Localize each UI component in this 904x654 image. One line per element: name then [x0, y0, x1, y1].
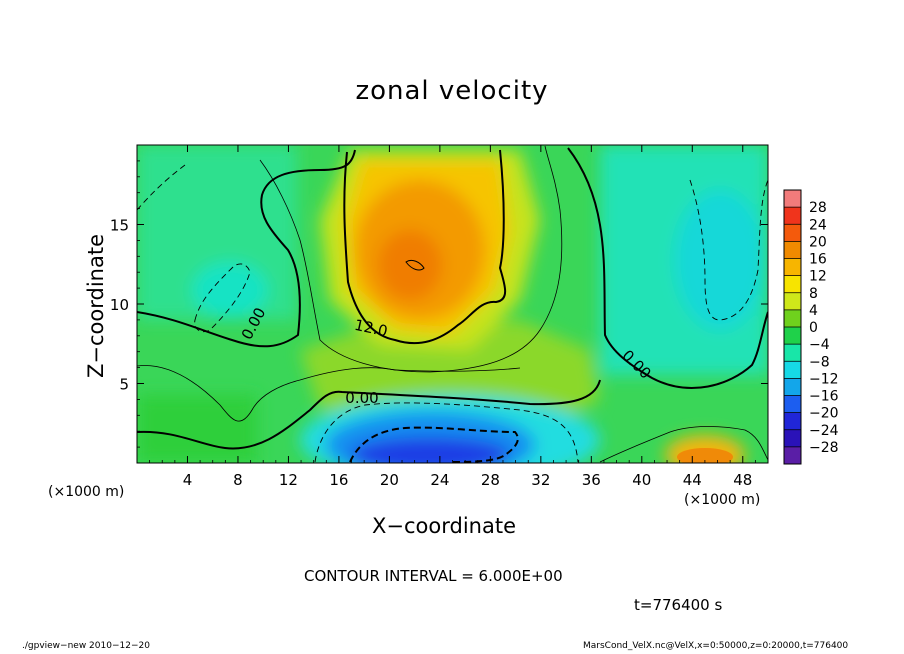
- x-tick-label: 8: [233, 471, 243, 489]
- x-tick-label: 48: [733, 471, 752, 489]
- colorbar-swatch: [784, 190, 801, 208]
- colorbar-swatch: [784, 412, 801, 431]
- thin-contour-b: [137, 365, 521, 422]
- surface-positive-peak: [677, 448, 733, 463]
- contour-interval-note: CONTOUR INTERVAL = 6.000E+00: [304, 567, 563, 585]
- colorbar-swatch: [784, 361, 801, 379]
- zero-contour-right: [567, 147, 768, 389]
- colorbar-swatch: [784, 207, 801, 225]
- x-tick-label: 20: [380, 471, 399, 489]
- x-axis-label: X−coordinate: [372, 514, 516, 538]
- x-tick-label: 12: [279, 471, 298, 489]
- colorbar-label: 28: [809, 200, 827, 216]
- warm-shoulder: [300, 320, 600, 420]
- colorbar-swatch: [784, 309, 801, 328]
- colorbar-label: −16: [809, 389, 839, 405]
- field-shading: [137, 145, 768, 463]
- y-axis-label: Z−coordinate: [84, 234, 108, 378]
- colorbar-label: −8: [809, 354, 830, 370]
- twelve-contour: [343, 149, 507, 345]
- y-tick-label: 15: [110, 217, 129, 235]
- dashed-contour-negative-bottom: [349, 426, 519, 463]
- colorbar-swatch: [784, 344, 801, 362]
- colorbar-label: 16: [809, 252, 827, 268]
- colorbar-label: 0: [809, 320, 818, 336]
- colorbar-label: −4: [809, 337, 830, 353]
- x-tick-label: 24: [430, 471, 449, 489]
- negative-peak: [350, 437, 510, 463]
- colorbar-label: −20: [809, 406, 839, 422]
- zero-contour-left: [137, 149, 356, 348]
- colorbar-label: −24: [809, 423, 839, 439]
- dashed-contour-right-cell: [689, 179, 768, 321]
- y-axis: 5 10 15: [110, 160, 768, 448]
- x-axis: 4 8 12 16 20 24 28 32 36 40 44 48: [149, 145, 756, 489]
- colorbar-label: −12: [809, 371, 839, 387]
- colorbar-label: −28: [809, 440, 839, 456]
- x-tick-label: 16: [329, 471, 348, 489]
- colorbar-swatch: [784, 258, 801, 277]
- colorbar-swatch: [784, 292, 801, 311]
- colorbar-swatch: [784, 429, 801, 448]
- colorbar-label: 8: [809, 286, 818, 302]
- colorbar-swatch: [784, 395, 801, 414]
- positive-peak: [378, 230, 442, 300]
- colorbar-swatch: [784, 224, 801, 242]
- right-negative-cell: [675, 190, 765, 330]
- chart-title: zonal velocity: [355, 76, 549, 106]
- x-unit-label-left: (×1000 m): [48, 484, 125, 500]
- dashed-contour-upper-left: [137, 164, 186, 211]
- x-tick-label: 36: [582, 471, 601, 489]
- dashed-contour-left-cell: [194, 263, 251, 333]
- colorbar-label: 12: [809, 269, 827, 285]
- small-closed-contour: [405, 259, 425, 271]
- y-tick-label: 5: [119, 376, 129, 394]
- x-tick-label: 40: [632, 471, 651, 489]
- x-tick-label: 4: [183, 471, 193, 489]
- footer-source: MarsCond_VelX.nc@VelX,x=0:50000,z=0:2000…: [583, 641, 849, 651]
- x-unit-label-right: (×1000 m): [684, 492, 761, 508]
- time-stamp-note: t=776400 s: [634, 596, 723, 614]
- thin-contour-c: [599, 426, 768, 463]
- colorbar-swatch: [784, 446, 801, 465]
- thin-contour-a: [259, 145, 563, 373]
- contour-label: 0.00: [345, 389, 378, 407]
- colorbar-swatch: [784, 378, 801, 396]
- footer-program-date: ./gpview−new 2010−12−20: [22, 641, 150, 651]
- colorbar-label: 20: [809, 234, 827, 250]
- colorbar-label: 24: [809, 217, 827, 233]
- lower-left-field: [137, 395, 257, 463]
- contour-lines: [137, 145, 768, 463]
- colorbar-label: 4: [809, 303, 818, 319]
- colorbar-swatch: [784, 241, 801, 259]
- x-tick-label: 44: [683, 471, 702, 489]
- colorbar-swatch: [784, 327, 801, 345]
- x-tick-label: 28: [481, 471, 500, 489]
- x-tick-label: 32: [531, 471, 550, 489]
- y-tick-label: 10: [110, 296, 129, 314]
- zero-contour-bottom: [137, 379, 601, 450]
- colorbar-swatch: [784, 275, 801, 294]
